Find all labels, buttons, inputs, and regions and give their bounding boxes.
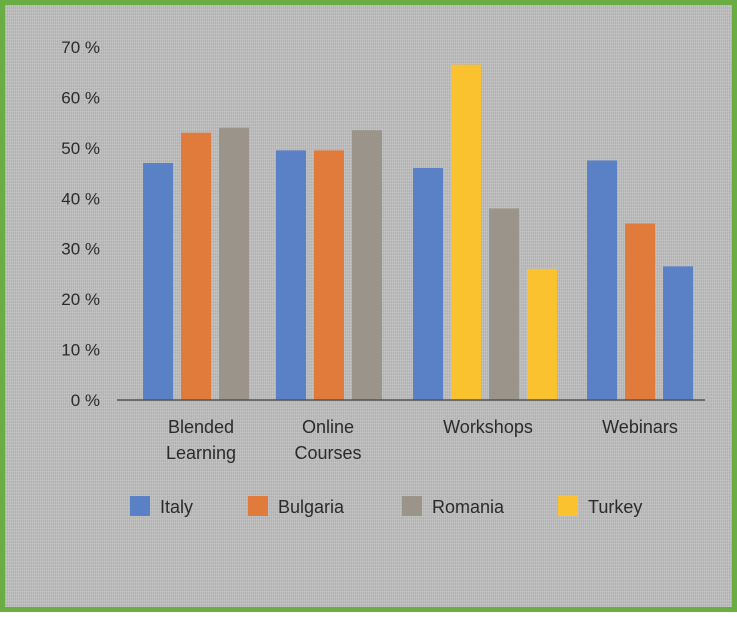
bar-romania (352, 130, 382, 400)
x-axis-categories: Blended Learning Online Courses Workshops Web… (166, 417, 678, 463)
legend-label-bulgaria: Bulgaria (278, 497, 345, 517)
bar-italy (143, 162, 173, 400)
legend-label-romania: Romania (432, 497, 505, 517)
y-tick-label: 30 % (61, 240, 100, 259)
x-category-label: Online Courses (294, 417, 361, 463)
legend-swatch-turkey (558, 496, 578, 516)
y-tick-label: 70 % (61, 38, 100, 57)
legend-label-turkey: Turkey (588, 497, 642, 517)
bar-bulgaria (181, 132, 211, 400)
legend-swatch-italy (130, 496, 150, 516)
bars (143, 64, 693, 401)
bar-chart: 0 % 10 % 20 % 30 % 40 % 50 % 60 % 70 % Blended L… (61, 38, 705, 517)
legend-swatch-bulgaria (248, 496, 268, 516)
bar-italy (587, 160, 617, 400)
legend-label-italy: Italy (160, 497, 193, 517)
y-tick-label: 20 % (61, 290, 100, 309)
bar-turkey (451, 64, 481, 401)
bar-bulgaria (625, 223, 655, 400)
bar-turkey (527, 268, 557, 400)
y-tick-label: 10 % (61, 341, 100, 360)
y-tick-label: 40 % (61, 189, 100, 208)
y-axis-ticks: 0 % 10 % 20 % 30 % 40 % 50 % 60 % 70 % (61, 38, 100, 410)
legend-swatch-romania (402, 496, 422, 516)
legend: Italy Bulgaria Romania Turkey (130, 496, 642, 517)
y-tick-label: 0 % (71, 391, 100, 410)
x-category-label: Blended Learning (166, 417, 236, 463)
bar-italy (413, 168, 443, 400)
bar-italy (276, 150, 306, 400)
bar-romania (219, 127, 249, 400)
y-tick-label: 50 % (61, 139, 100, 158)
bar-bulgaria (314, 150, 344, 400)
y-tick-label: 60 % (61, 88, 100, 107)
bar-romania (489, 208, 519, 400)
x-category-label: Workshops (443, 417, 533, 437)
bar-italy (663, 266, 693, 400)
x-category-label: Webinars (602, 417, 678, 437)
